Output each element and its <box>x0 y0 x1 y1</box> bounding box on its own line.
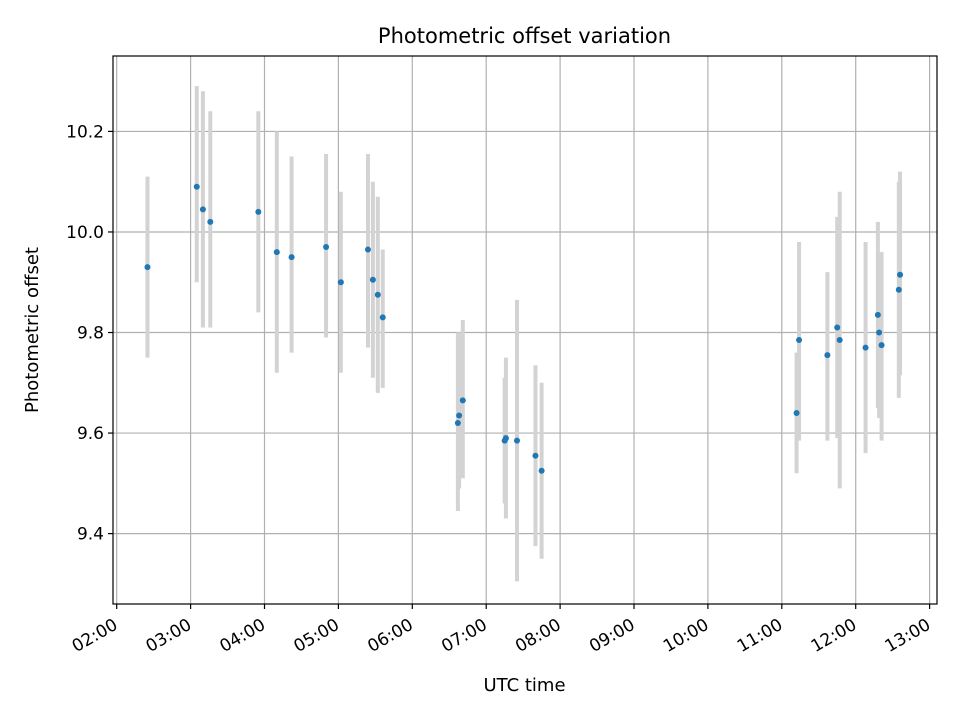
x-tick-label: 09:00 <box>586 615 638 657</box>
chart-title: Photometric offset variation <box>378 24 671 48</box>
y-tick-label: 9.4 <box>77 525 104 545</box>
data-point <box>502 435 509 442</box>
x-tick-label: 08:00 <box>512 615 564 657</box>
data-point <box>273 249 280 256</box>
data-point <box>876 329 883 336</box>
x-tick-label: 10:00 <box>660 615 712 657</box>
data-point <box>255 208 262 215</box>
data-point <box>323 244 330 251</box>
data-point <box>796 337 803 344</box>
data-point <box>369 276 376 283</box>
x-tick-label: 04:00 <box>217 615 269 657</box>
x-tick-label: 06:00 <box>364 615 416 657</box>
x-tick-label: 05:00 <box>290 615 342 657</box>
x-tick-label: 02:00 <box>69 615 121 657</box>
data-point <box>193 183 200 190</box>
data-point <box>144 264 151 271</box>
x-axis-ticks: 02:00 03:00 04:00 05:00 06:00 07:00 08:00 09:00… <box>69 604 934 657</box>
data-point <box>207 218 214 225</box>
x-tick-label: 13:00 <box>882 615 934 657</box>
data-point <box>379 314 386 321</box>
x-axis-label: UTC time <box>483 675 565 696</box>
data-point <box>836 337 843 344</box>
plot-frame <box>112 55 938 605</box>
x-tick-label: 03:00 <box>143 615 195 657</box>
data-points <box>144 183 904 474</box>
error-bars <box>145 86 903 582</box>
data-point <box>538 467 545 474</box>
data-point <box>459 397 466 404</box>
data-point <box>862 344 869 351</box>
data-point <box>824 352 831 359</box>
data-point <box>874 311 881 318</box>
y-tick-label: 10.2 <box>66 122 104 142</box>
grid <box>113 56 937 604</box>
x-tick-label: 12:00 <box>808 615 860 657</box>
data-point <box>897 271 904 278</box>
y-axis-ticks: 9.4 9.6 9.8 10.0 10.2 <box>66 122 113 545</box>
data-point <box>513 437 520 444</box>
data-point <box>895 286 902 293</box>
x-tick-label: 11:00 <box>734 615 786 657</box>
data-point <box>878 342 885 349</box>
data-point <box>288 254 295 261</box>
data-point <box>199 206 206 213</box>
data-point <box>454 420 461 427</box>
data-point <box>337 279 344 286</box>
x-tick-label: 07:00 <box>438 615 490 657</box>
y-tick-label: 10.0 <box>66 223 104 243</box>
data-point <box>834 324 841 331</box>
data-point <box>374 291 381 298</box>
y-axis-label: Photometric offset <box>22 247 43 413</box>
y-tick-label: 9.6 <box>77 424 104 444</box>
data-point <box>364 246 371 253</box>
y-tick-label: 9.8 <box>77 324 104 344</box>
data-point <box>532 452 539 459</box>
data-point <box>793 409 800 416</box>
data-point <box>456 412 463 419</box>
